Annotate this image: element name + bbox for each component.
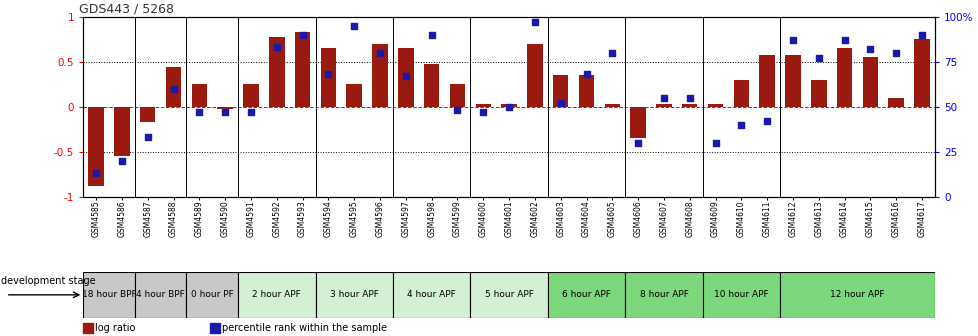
- Text: 4 hour BPF: 4 hour BPF: [136, 290, 185, 299]
- Point: [88, 170, 104, 176]
- Text: 10 hour APF: 10 hour APF: [713, 290, 768, 299]
- Point: [320, 72, 335, 77]
- Point: [655, 95, 671, 100]
- Bar: [578, 75, 594, 107]
- Text: 3 hour APF: 3 hour APF: [330, 290, 378, 299]
- Bar: [475, 104, 491, 107]
- Bar: [604, 104, 619, 107]
- Point: [862, 46, 877, 52]
- Text: 2 hour APF: 2 hour APF: [252, 290, 301, 299]
- Point: [423, 32, 439, 38]
- Bar: [346, 84, 362, 107]
- Bar: [114, 107, 129, 156]
- Point: [449, 108, 465, 113]
- Text: 0 hour PF: 0 hour PF: [191, 290, 234, 299]
- Point: [217, 110, 233, 115]
- Point: [294, 32, 310, 38]
- Bar: [398, 48, 413, 107]
- Point: [733, 122, 748, 127]
- Bar: [501, 104, 516, 107]
- Text: log ratio: log ratio: [95, 323, 135, 333]
- Bar: [630, 107, 645, 138]
- Point: [192, 110, 207, 115]
- FancyBboxPatch shape: [779, 272, 934, 318]
- FancyBboxPatch shape: [702, 272, 779, 318]
- Text: 4 hour APF: 4 hour APF: [407, 290, 456, 299]
- Bar: [682, 104, 696, 107]
- Point: [553, 100, 568, 106]
- Point: [784, 38, 800, 43]
- Bar: [733, 80, 748, 107]
- Point: [269, 45, 285, 50]
- Bar: [294, 32, 310, 107]
- Bar: [784, 55, 800, 107]
- Point: [165, 86, 181, 91]
- Point: [836, 38, 852, 43]
- Point: [887, 50, 903, 55]
- Text: 8 hour APF: 8 hour APF: [639, 290, 688, 299]
- Bar: [913, 39, 929, 107]
- Bar: [810, 80, 825, 107]
- Bar: [88, 107, 104, 186]
- Text: GDS443 / 5268: GDS443 / 5268: [79, 3, 174, 16]
- Point: [140, 134, 156, 140]
- Bar: [707, 104, 723, 107]
- Point: [707, 140, 723, 145]
- Point: [578, 72, 594, 77]
- Text: 18 hour BPF: 18 hour BPF: [81, 290, 136, 299]
- FancyBboxPatch shape: [238, 272, 315, 318]
- Bar: [192, 84, 207, 107]
- Point: [603, 50, 619, 55]
- Bar: [423, 64, 439, 107]
- Bar: [165, 67, 181, 107]
- FancyBboxPatch shape: [548, 272, 625, 318]
- Bar: [836, 48, 852, 107]
- Text: 6 hour APF: 6 hour APF: [561, 290, 610, 299]
- Point: [346, 23, 362, 29]
- Point: [759, 118, 775, 124]
- Bar: [759, 55, 775, 107]
- Point: [114, 158, 130, 163]
- Bar: [862, 57, 877, 107]
- FancyBboxPatch shape: [135, 272, 186, 318]
- FancyBboxPatch shape: [83, 272, 135, 318]
- Point: [810, 55, 825, 61]
- Point: [526, 19, 542, 25]
- Bar: [888, 98, 903, 107]
- FancyBboxPatch shape: [315, 272, 392, 318]
- Point: [243, 110, 258, 115]
- Bar: [553, 75, 568, 107]
- Point: [372, 50, 387, 55]
- Bar: [321, 48, 335, 107]
- Bar: [655, 104, 671, 107]
- FancyBboxPatch shape: [469, 272, 548, 318]
- Bar: [140, 107, 156, 122]
- Point: [501, 104, 516, 110]
- FancyBboxPatch shape: [392, 272, 469, 318]
- Bar: [217, 107, 233, 110]
- Bar: [243, 84, 258, 107]
- Point: [398, 74, 414, 79]
- Text: 12 hour APF: 12 hour APF: [829, 290, 884, 299]
- Text: 5 hour APF: 5 hour APF: [484, 290, 533, 299]
- Bar: [269, 38, 285, 107]
- Bar: [449, 84, 465, 107]
- Bar: [372, 44, 387, 107]
- Point: [682, 95, 697, 100]
- Bar: [526, 44, 542, 107]
- Point: [913, 32, 929, 38]
- Point: [630, 140, 645, 145]
- FancyBboxPatch shape: [186, 272, 238, 318]
- Text: development stage: development stage: [1, 277, 96, 286]
- FancyBboxPatch shape: [625, 272, 702, 318]
- Point: [475, 110, 491, 115]
- Text: percentile rank within the sample: percentile rank within the sample: [222, 323, 387, 333]
